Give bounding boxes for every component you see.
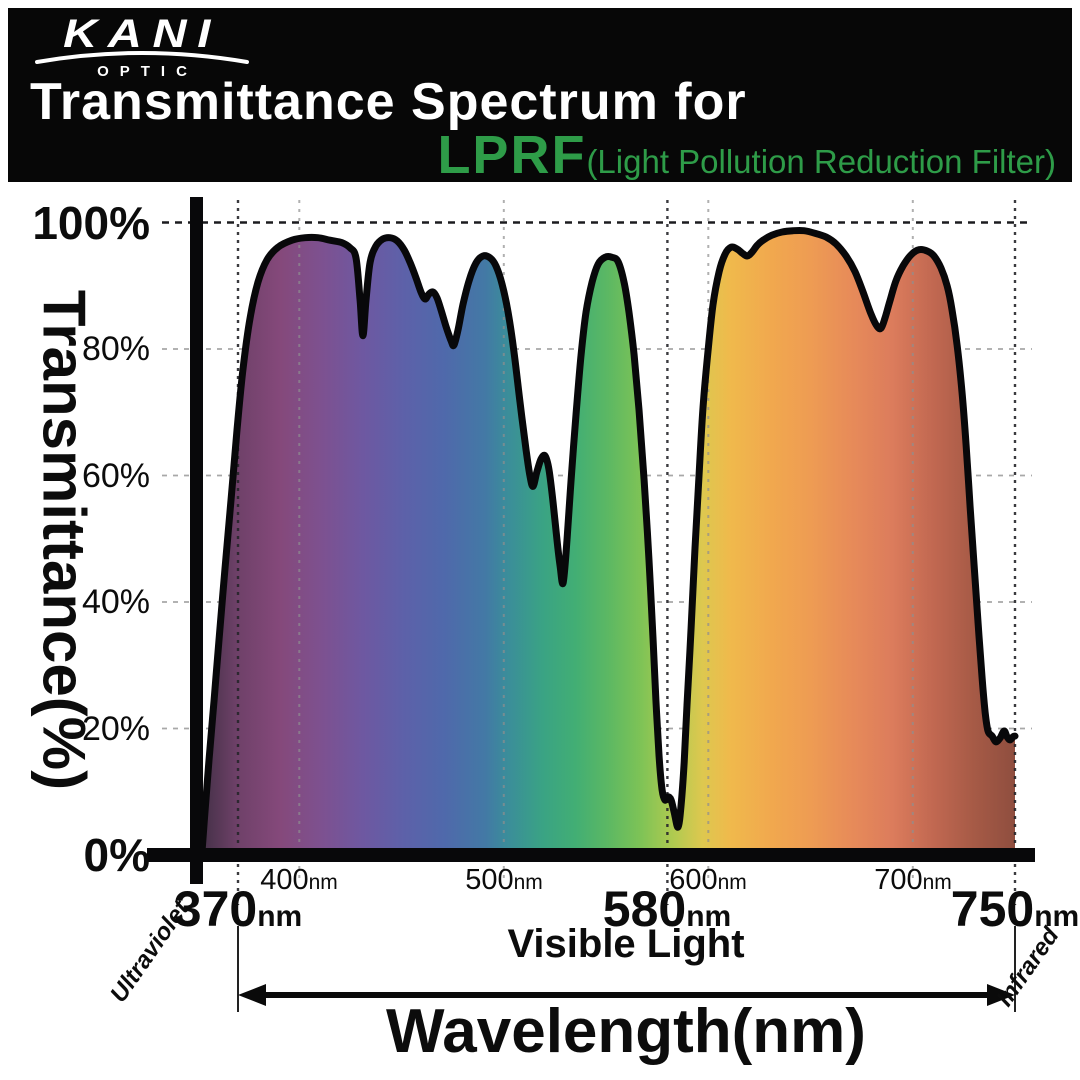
y-tick-label-40: 40% bbox=[81, 583, 150, 621]
x-tick-number: 580 bbox=[602, 881, 687, 937]
x-tick-unit: nm bbox=[686, 900, 732, 933]
range-marker-left bbox=[237, 926, 239, 1012]
x-tick-unit: nm bbox=[1034, 900, 1080, 933]
y-tick-label-20: 20% bbox=[81, 710, 150, 748]
y-tick-label-60: 60% bbox=[81, 457, 150, 495]
product-row: LPRF(Light Pollution Reduction Filter) bbox=[437, 124, 1056, 186]
x-tick-unit: nm bbox=[257, 900, 303, 933]
x-tick-number: 370 bbox=[173, 881, 258, 937]
chart-title: Transmittance Spectrum for bbox=[30, 73, 747, 131]
arrowhead-left-icon bbox=[238, 984, 266, 1006]
transmittance-area bbox=[202, 230, 1015, 852]
x-tick-number: 400 bbox=[260, 864, 309, 896]
x-tick-number: 500 bbox=[465, 864, 514, 896]
y-tick-label-0: 0% bbox=[83, 829, 150, 881]
kani-logo: KANI OPTIC bbox=[34, 14, 250, 80]
x-tick-number: 600 bbox=[669, 864, 718, 896]
y-axis-line bbox=[190, 197, 203, 884]
x-tick-unit: nm bbox=[308, 871, 338, 894]
visible-light-label: Visible Light bbox=[507, 922, 745, 966]
transmittance-curve bbox=[198, 226, 1019, 856]
x-tick-label-370: 370nm bbox=[148, 884, 328, 934]
x-tick-label-700: 700nm bbox=[823, 866, 1003, 895]
x-axis-line bbox=[147, 848, 1035, 862]
x-tick-number: 750 bbox=[950, 881, 1035, 937]
x-tick-unit: nm bbox=[922, 871, 952, 894]
x-axis-title: Wavelength(nm) bbox=[386, 997, 866, 1066]
arrowhead-right-icon bbox=[987, 984, 1015, 1006]
logo-brand: KANI bbox=[63, 12, 221, 56]
product-name: LPRF bbox=[437, 125, 587, 185]
x-tick-unit: nm bbox=[717, 871, 747, 894]
logo-swoosh-icon bbox=[35, 51, 249, 64]
range-marker-right bbox=[1014, 926, 1016, 1012]
x-tick-unit: nm bbox=[513, 871, 543, 894]
x-tick-label-750: 750nm bbox=[925, 884, 1080, 934]
x-tick-label-600: 600nm bbox=[618, 866, 798, 895]
x-tick-label-500: 500nm bbox=[414, 866, 594, 895]
y-tick-label-100: 100% bbox=[32, 197, 150, 249]
x-tick-label-580: 580nm bbox=[577, 884, 757, 934]
product-note: (Light Pollution Reduction Filter) bbox=[586, 143, 1056, 180]
y-tick-label-80: 80% bbox=[81, 330, 150, 368]
x-tick-label-400: 400nm bbox=[209, 866, 389, 895]
x-tick-number: 700 bbox=[874, 864, 923, 896]
logo-subbrand: OPTIC bbox=[97, 63, 198, 80]
header-banner: KANI OPTIC Transmittance Spectrum for LP… bbox=[8, 8, 1072, 185]
